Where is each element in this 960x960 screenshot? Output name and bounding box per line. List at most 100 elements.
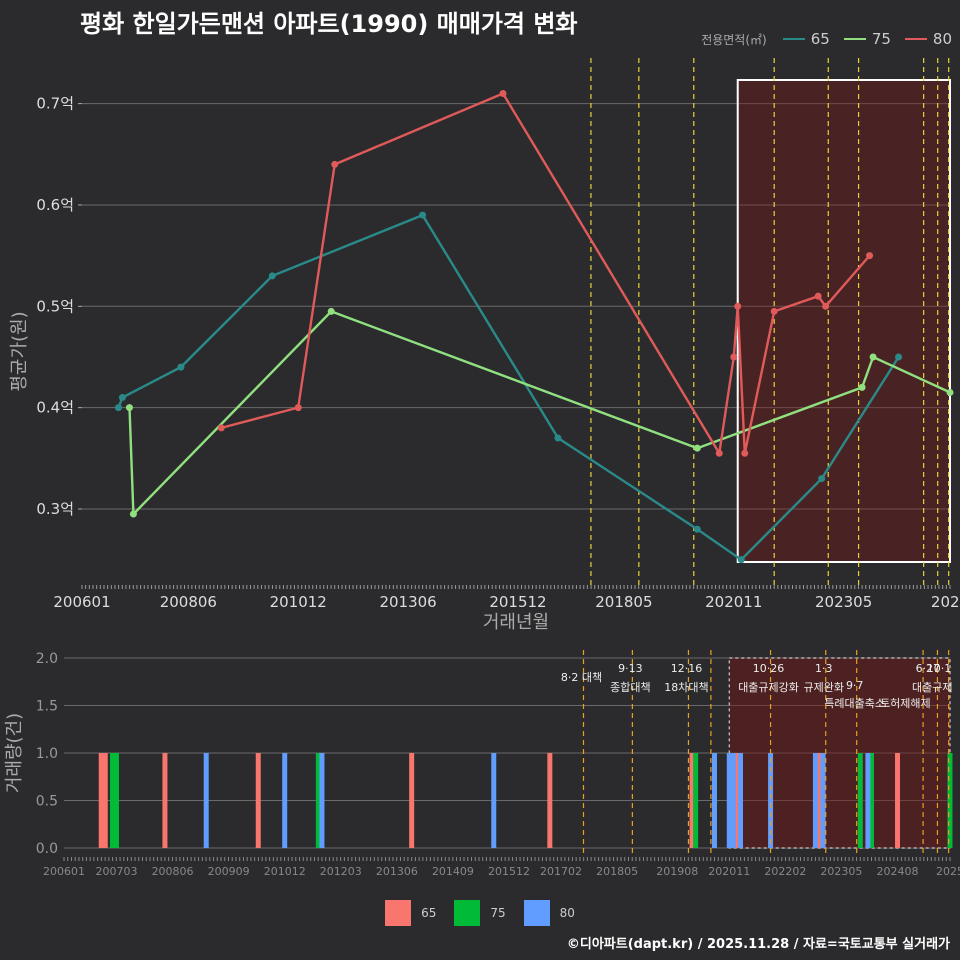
x-tick-label: 201012 xyxy=(270,593,327,611)
volume-bar-75 xyxy=(693,753,699,848)
y-tick-label: 0.7억 xyxy=(36,95,74,113)
x-tick-label: 201512 xyxy=(489,593,546,611)
volume-bar-75 xyxy=(315,753,321,848)
legend-swatch-80 xyxy=(904,38,927,40)
volume-y-axis-title: 거래량(건) xyxy=(4,713,25,793)
bar-legend-swatch-75 xyxy=(454,900,481,926)
x-tick-label: 200601 xyxy=(53,593,110,611)
volume-bar-80 xyxy=(711,753,717,848)
volume-x-tick-label: 201908 xyxy=(656,865,698,878)
policy-annotation: 대출규제강화 xyxy=(738,681,799,694)
legend-label-75: 75 xyxy=(871,30,891,48)
x-axis-title: 거래년월 xyxy=(483,612,549,633)
volume-bar-80 xyxy=(726,753,732,848)
price-point-65 xyxy=(693,525,701,533)
volume-x-tick-label: 201203 xyxy=(320,865,362,878)
volume-highlight-range xyxy=(728,657,951,849)
volume-x-tick-label: 202202 xyxy=(764,865,806,878)
volume-bar-65 xyxy=(98,753,104,848)
volume-x-tick-label: 202011 xyxy=(708,865,750,878)
y-tick-label: 0.4억 xyxy=(36,399,74,417)
price-point-65 xyxy=(895,353,903,361)
volume-bar-80 xyxy=(768,753,774,848)
volume-bar-75 xyxy=(113,753,119,848)
policy-annotation: 규제완화 xyxy=(803,681,843,694)
volume-x-tick-label: 201805 xyxy=(596,865,638,878)
legend-label-65: 65 xyxy=(810,30,830,48)
volume-x-tick-label: 200601 xyxy=(43,865,85,878)
volume-x-tick-label: 202408 xyxy=(877,865,919,878)
price-point-80 xyxy=(822,302,830,310)
y-tick-label: 0.5억 xyxy=(36,297,74,315)
price-point-80 xyxy=(217,424,225,432)
policy-annotation: 10·1 xyxy=(927,662,952,675)
volume-bar-65 xyxy=(547,753,553,848)
x-tick-label: 201805 xyxy=(595,593,652,611)
volume-bar-65 xyxy=(102,753,108,848)
x-tick-label: 202305 xyxy=(815,593,872,611)
legend-item-65: 65 xyxy=(782,30,830,48)
x-tick-label: 2025 xyxy=(931,593,960,611)
y-tick-label: 0.3억 xyxy=(36,500,74,518)
policy-annotation: 9·7 xyxy=(846,679,864,692)
price-point-75 xyxy=(869,353,877,361)
legend-swatch-75 xyxy=(843,38,866,40)
volume-bar-75 xyxy=(947,753,953,848)
volume-y-tick-label: 2.0 xyxy=(36,651,58,667)
bar-legend-item-65: 65 xyxy=(385,900,436,926)
bar-legend-item-80: 80 xyxy=(523,900,575,926)
volume-bar-80 xyxy=(203,753,209,848)
price-point-75 xyxy=(946,388,954,396)
policy-annotation: 토허제해제 xyxy=(880,696,931,710)
policy-annotation: 8·2 대책 xyxy=(561,671,602,684)
y-tick-label: 0.6억 xyxy=(36,196,74,214)
volume-x-tick-label: 200909 xyxy=(208,865,250,878)
x-tick-label: 201306 xyxy=(379,593,436,611)
price-panel: 0.3억 0.4억 0.5억 0.6억 0.7억 200601 200806 201012 20… xyxy=(9,58,960,633)
volume-x-tick-label: 201512 xyxy=(488,865,530,878)
legend-title: 전용면적(㎡) xyxy=(701,32,767,47)
volume-bar-65 xyxy=(734,753,740,848)
credit-text: ©디아파트(dapt.kr) / 2025.11.28 / 자료=국토교통부 실… xyxy=(566,937,950,952)
price-point-65 xyxy=(737,556,745,564)
price-point-75 xyxy=(125,404,133,412)
volume-x-tick-label: 201409 xyxy=(432,865,474,878)
price-point-80 xyxy=(770,307,778,315)
price-point-65 xyxy=(118,394,126,402)
volume-bar-65 xyxy=(162,753,168,848)
price-point-80 xyxy=(730,353,738,361)
price-point-80 xyxy=(294,404,302,412)
volume-bar-65 xyxy=(409,753,415,848)
price-point-80 xyxy=(866,252,874,260)
volume-bar-75 xyxy=(857,753,863,848)
bar-legend-label-65: 65 xyxy=(421,906,437,920)
x-tick-label: 200806 xyxy=(160,593,217,611)
legend-item-75: 75 xyxy=(843,30,891,48)
volume-x-tick-label: 200703 xyxy=(95,865,137,878)
price-point-80 xyxy=(734,302,742,310)
policy-annotation: 18차대책 xyxy=(664,681,708,694)
bar-legend-swatch-80 xyxy=(523,900,550,926)
volume-bar-80 xyxy=(491,753,497,848)
volume-bar-80 xyxy=(865,753,871,848)
policy-annotation: 10·26 xyxy=(753,662,785,675)
price-point-75 xyxy=(129,510,137,518)
volume-x-tick-label: 201012 xyxy=(264,865,306,878)
price-point-65 xyxy=(268,272,276,280)
bar-legend-item-75: 75 xyxy=(454,900,506,926)
legend-label-80: 80 xyxy=(932,30,952,48)
volume-x-tick-label: 2025 xyxy=(936,865,960,878)
volume-bar-65 xyxy=(816,753,822,848)
volume-bar-80 xyxy=(319,753,325,848)
bottom-legend: 65 75 80 xyxy=(0,900,960,926)
volume-bar-65 xyxy=(255,753,261,848)
price-line-65 xyxy=(117,213,900,562)
policy-annotation: 1·3 xyxy=(815,662,833,675)
volume-bar-80 xyxy=(282,753,288,848)
volume-panel: 0.0 0.5 1.0 1.5 2.0 200601 200703 200806 200909 2… xyxy=(4,650,960,878)
chart-title: 평화 한일가든맨션 아파트(1990) 매매가격 변화 xyxy=(80,10,578,38)
volume-x-tick-label: 201306 xyxy=(376,865,418,878)
policy-annotation: 12·16 xyxy=(671,662,703,675)
volume-bar-80 xyxy=(730,753,736,848)
